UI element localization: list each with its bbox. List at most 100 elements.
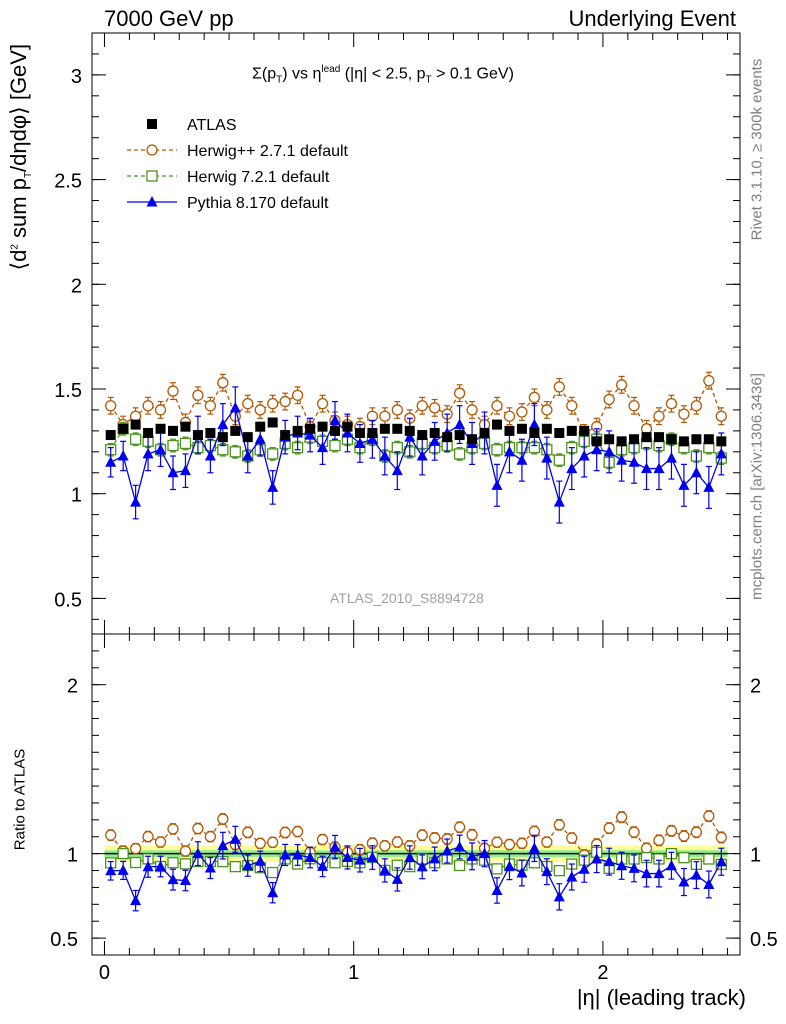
pythia-ratio-point [503,860,515,872]
herwigpp-ratio-point [553,819,565,831]
herwigpp-ratio-point [541,836,553,848]
herwigpp-ratio-point [154,836,167,848]
pythia-point [117,450,129,461]
x-tick-label: 0 [99,962,110,984]
herwigpp-point [541,404,553,416]
legend-herwig7-label: Herwig 7.2.1 default [187,169,330,186]
atlas-point [317,421,328,432]
pythia-ratio-point [516,866,528,878]
main-y-tick-label: 3 [71,66,82,88]
herwigpp-point [678,408,690,420]
pythia-ratio-point [628,862,640,873]
herwig7-ratio-point [129,856,142,869]
atlas-point [504,425,515,436]
pythia-ratio-point [130,894,142,906]
herwigpp-ratio-point [291,825,304,838]
pythia-ratio-point [117,864,129,875]
ratio-y-tick-label-left: 1 [67,845,78,867]
pythia-point [354,437,366,448]
atlas-point [616,436,627,447]
atlas-point [591,436,602,447]
herwigpp-point [105,400,117,412]
pythia-point [616,454,628,465]
ratio-y-tick-label-right: 1 [750,845,761,867]
pythia-ratio-point [354,854,366,865]
atlas-point [280,430,291,441]
pythia-point [341,426,353,438]
pythia-ratio-point [404,851,416,863]
herwigpp-ratio-line [110,814,722,856]
atlas-point [230,425,241,436]
herwigpp-ratio-point [179,845,192,857]
pythia-point [454,418,466,430]
pythia-ratio-point [541,865,553,877]
pythia-ratio-point [179,874,191,886]
pythia-point [105,456,117,467]
herwigpp-ratio-point [640,842,653,854]
herwigpp-ratio-point [192,822,204,835]
herwigpp-point [653,410,665,422]
herwigpp-point [254,404,266,416]
atlas-point [367,427,378,438]
herwigpp-ratio-point [665,825,678,837]
herwigpp-ratio-point [254,837,266,850]
pythia-point [678,479,690,490]
pythia-point [404,431,416,442]
main-y-tick-label: 1.5 [54,380,82,402]
herwigpp-point [316,398,329,410]
atlas-point [379,423,390,434]
atlas-point [467,434,478,445]
herwigpp-ratio-point [429,832,441,844]
atlas-point [267,417,278,428]
atlas-point [629,434,640,445]
herwigpp-line [110,378,722,434]
atlas-point [155,423,166,434]
herwigpp-point [167,385,179,397]
herwigpp-ratio-point [615,811,628,823]
legend-pythia-marker [146,196,158,207]
herwigpp-point [267,398,279,410]
atlas-point [330,425,340,436]
pythia-ratio-point [329,841,341,852]
herwigpp-ratio-point [105,829,117,841]
herwigpp-ratio-point [453,821,466,833]
analysis-id-label: ATLAS_2010_S8894728 [330,590,484,606]
herwigpp-point [703,374,715,387]
pythia-point [155,443,167,455]
ratio-panel-frame: 0.5 0.5 1 1 2 2 0 1 2 [50,633,778,984]
header-energy-label: 7000 GeV pp [104,6,234,31]
pythia-ratio-point [678,876,690,887]
herwigpp-point [665,398,678,410]
pythia-point [516,454,528,465]
atlas-point [691,434,702,445]
herwigpp-ratio-point [316,833,329,846]
atlas-point [703,434,714,445]
herwigpp-point [628,400,640,412]
herwigpp-ratio-point [142,830,154,843]
herwigpp-point [528,391,541,404]
herwig7-ratio-point [117,847,129,860]
atlas-point [192,430,203,441]
legend-atlas-label: ATLAS [187,117,237,134]
pythia-point [416,450,428,461]
herwigpp-point [154,404,167,416]
x-tick-label: 2 [597,962,608,984]
herwigpp-ratio-point [167,823,179,835]
pythia-ratio-point [379,864,391,875]
herwig7-point [217,444,229,456]
atlas-point [217,432,228,443]
herwigpp-point [204,400,217,412]
atlas-point [442,432,453,443]
atlas-point [554,427,565,438]
herwigpp-point [291,389,304,401]
atlas-point [105,430,116,441]
pythia-point [379,450,391,461]
herwigpp-point [391,404,403,416]
ratio-y-tick-label-left: 2 [67,676,78,698]
herwigpp-ratio-point [279,826,291,839]
pythia-point [715,447,727,459]
pythia-ratio-point [641,867,653,879]
main-panel-marks [105,371,727,524]
ratio-y-tick-label-right: 0.5 [750,929,778,951]
herwigpp-point [379,410,391,422]
